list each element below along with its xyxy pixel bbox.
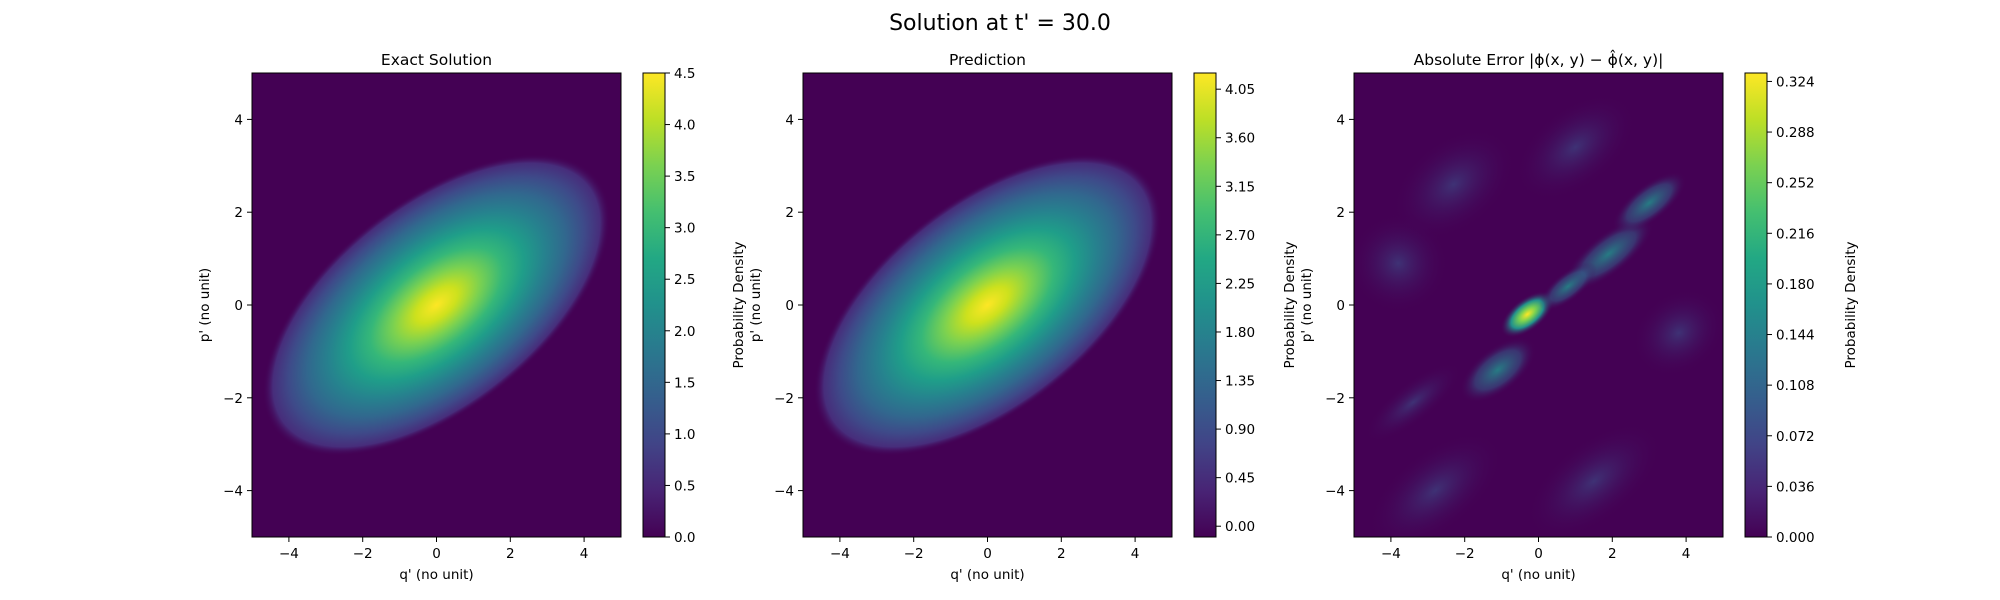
colorbar-tick-label: 4.05 bbox=[1225, 82, 1255, 98]
colorbar-tick-label: 0.108 bbox=[1776, 378, 1815, 394]
x-axis-label: q' (no unit) bbox=[399, 567, 473, 583]
colorbar-tick-label: 0.00 bbox=[1225, 519, 1255, 535]
colorbar-label: Probability Density bbox=[1282, 242, 1298, 369]
y-tick-label: 2 bbox=[785, 205, 794, 221]
colorbar-tick-label: 1.35 bbox=[1225, 374, 1255, 390]
x-tick-label: −4 bbox=[1381, 546, 1401, 562]
x-tick-label: −2 bbox=[353, 546, 373, 562]
chart-panel-0: Exact Solution −4 −2 0 2 4 −4 −2 0 2 4 q' (no unit)… bbox=[197, 51, 747, 583]
colorbar-tick-label: 0.216 bbox=[1776, 226, 1815, 242]
colorbar-tick-label: 2.5 bbox=[674, 272, 695, 288]
colorbar bbox=[642, 72, 666, 538]
error-stripe bbox=[1612, 171, 1687, 235]
colorbar-tick-label: 1.80 bbox=[1225, 325, 1255, 341]
error-stripe bbox=[1514, 93, 1636, 201]
density-peak bbox=[813, 154, 1162, 456]
colorbar-tick-label: 2.70 bbox=[1225, 228, 1255, 244]
colorbar-label: Probability Density bbox=[731, 242, 747, 369]
panel-title: Prediction bbox=[949, 51, 1026, 69]
y-tick-label: 0 bbox=[785, 298, 794, 314]
colorbar-tick-label: 4.0 bbox=[674, 118, 695, 134]
colorbar-tick-label: 1.5 bbox=[674, 375, 695, 391]
y-tick-label: −4 bbox=[223, 484, 243, 500]
colorbar-tick-label: 3.60 bbox=[1225, 131, 1255, 147]
error-stripe bbox=[1364, 362, 1462, 443]
colorbar-tick-label: 2.25 bbox=[1225, 276, 1255, 292]
heatmap-field bbox=[813, 154, 1162, 456]
y-tick-label: 0 bbox=[1336, 298, 1345, 314]
error-stripe bbox=[1632, 288, 1723, 377]
colorbar-tick-label: 0.5 bbox=[674, 478, 695, 494]
y-tick-label: −2 bbox=[223, 391, 243, 407]
x-tick-label: −2 bbox=[1455, 546, 1475, 562]
colorbar-tick-label: 0.252 bbox=[1776, 176, 1815, 192]
y-tick-label: 2 bbox=[234, 205, 243, 221]
x-tick-label: 4 bbox=[580, 546, 589, 562]
y-tick-label: 4 bbox=[1336, 112, 1345, 128]
colorbar-tick-label: 3.0 bbox=[674, 221, 695, 237]
chart-panel-1: Prediction −4 −2 0 2 4 −4 −2 0 2 4 q' (no unit) p' (… bbox=[748, 51, 1298, 583]
colorbar-tick-label: 4.5 bbox=[674, 66, 695, 82]
colorbar-tick-label: 0.000 bbox=[1776, 530, 1815, 546]
x-tick-label: 2 bbox=[1057, 546, 1066, 562]
colorbar-tick-label: 0.288 bbox=[1776, 125, 1815, 141]
colorbar-tick-label: 0.180 bbox=[1776, 277, 1815, 293]
colorbar-label: Probability Density bbox=[1843, 242, 1859, 369]
colorbar-tick-label: 0.144 bbox=[1776, 328, 1815, 344]
x-tick-label: −4 bbox=[279, 546, 299, 562]
density-peak bbox=[262, 154, 611, 456]
x-tick-label: 2 bbox=[506, 546, 515, 562]
colorbar-tick-label: 0.45 bbox=[1225, 471, 1255, 487]
colorbar-tick-label: 1.0 bbox=[674, 427, 695, 443]
x-tick-label: 0 bbox=[1534, 546, 1543, 562]
panel-title: Exact Solution bbox=[381, 51, 492, 69]
colorbar bbox=[1193, 72, 1217, 538]
y-tick-label: −4 bbox=[1325, 484, 1345, 500]
chart-panel-2: Absolute Error |ϕ(x, y) − ϕ̂(x, y)| −4 −2 0… bbox=[1299, 49, 1859, 583]
error-stripe bbox=[1354, 213, 1449, 314]
x-axis-label: q' (no unit) bbox=[950, 567, 1024, 583]
y-tick-label: 2 bbox=[1336, 205, 1345, 221]
x-tick-label: −2 bbox=[904, 546, 924, 562]
panel-title: Absolute Error |ϕ(x, y) − ϕ̂(x, y)| bbox=[1414, 49, 1664, 69]
colorbar-tick-label: 2.0 bbox=[674, 324, 695, 340]
colorbar bbox=[1744, 72, 1768, 538]
x-tick-label: 0 bbox=[983, 546, 992, 562]
heatmap-field bbox=[262, 154, 611, 456]
error-stripe bbox=[1391, 128, 1516, 241]
colorbar-tick-label: 0.0 bbox=[674, 530, 695, 546]
y-axis-label: p' (no unit) bbox=[748, 268, 764, 342]
colorbar-tick-label: 3.5 bbox=[674, 169, 695, 185]
y-axis-label: p' (no unit) bbox=[1299, 268, 1315, 342]
x-tick-label: 4 bbox=[1131, 546, 1140, 562]
x-tick-label: 0 bbox=[432, 546, 441, 562]
error-stripe bbox=[1459, 337, 1536, 403]
error-stripe bbox=[1539, 262, 1597, 311]
heatmap-field bbox=[1354, 93, 1723, 537]
colorbar-tick-label: 3.15 bbox=[1225, 179, 1255, 195]
y-tick-label: −2 bbox=[774, 391, 794, 407]
colorbar-tick-label: 0.036 bbox=[1776, 479, 1815, 495]
colorbar-tick-label: 0.072 bbox=[1776, 429, 1815, 445]
figure-title: Solution at t' = 30.0 bbox=[889, 11, 1111, 36]
x-axis-label: q' (no unit) bbox=[1501, 567, 1575, 583]
colorbar-tick-label: 0.90 bbox=[1225, 422, 1255, 438]
x-tick-label: 4 bbox=[1682, 546, 1691, 562]
x-tick-label: 2 bbox=[1608, 546, 1617, 562]
y-tick-label: 4 bbox=[785, 112, 794, 128]
error-stripe bbox=[1526, 422, 1662, 537]
y-tick-label: 0 bbox=[234, 298, 243, 314]
colorbar-tick-label: 0.324 bbox=[1776, 74, 1815, 90]
y-tick-label: −4 bbox=[774, 484, 794, 500]
y-axis-label: p' (no unit) bbox=[197, 268, 213, 342]
x-tick-label: −4 bbox=[830, 546, 850, 562]
y-tick-label: −2 bbox=[1325, 391, 1345, 407]
y-tick-label: 4 bbox=[234, 112, 243, 128]
error-stripe bbox=[1367, 432, 1503, 537]
